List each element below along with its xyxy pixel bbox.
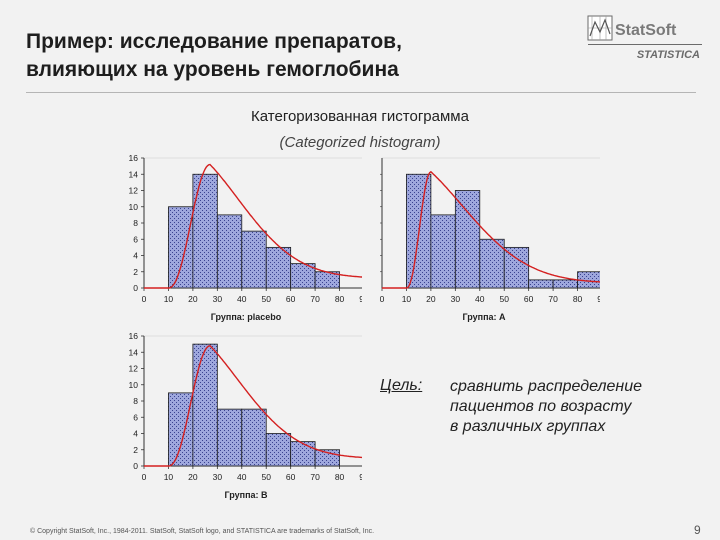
x-tick-label: 80 (335, 472, 345, 482)
y-tick-label: 2 (133, 445, 138, 455)
y-tick-label: 14 (129, 347, 139, 357)
x-tick-label: 20 (426, 294, 436, 304)
goal-text: сравнить распределение пациентов по возр… (450, 377, 710, 437)
histogram-group-a: 0 10 20 30 40 50 60 70 80 90 Группа: A (380, 157, 600, 322)
y-tick-label: 16 (129, 331, 139, 341)
histogram-bar (241, 408, 267, 467)
x-tick-label: 20 (188, 294, 198, 304)
chart-subtitle: Категоризованная гистограмма (251, 108, 469, 125)
x-tick-label: 30 (213, 472, 223, 482)
y-tick-label: 6 (133, 412, 138, 422)
page-title: Пример: исследование препаратов, влияющи… (26, 28, 546, 84)
x-tick-label: 30 (213, 294, 223, 304)
y-tick-label: 4 (133, 429, 138, 439)
x-tick-label: 90 (597, 294, 600, 304)
x-tick-label: 30 (451, 294, 461, 304)
histogram-bar (192, 343, 218, 467)
histogram-bar (290, 441, 316, 467)
page-number: 9 (694, 523, 701, 537)
y-tick-label: 0 (133, 283, 138, 293)
statsoft-logo: StatSoft STATISTICA (587, 15, 702, 61)
x-tick-label: 50 (261, 472, 271, 482)
x-tick-label: 70 (548, 294, 558, 304)
x-tick-label: 80 (573, 294, 583, 304)
x-tick-label: 40 (237, 294, 247, 304)
x-tick-label: 80 (335, 294, 345, 304)
histogram-bar (216, 408, 243, 467)
fit-curve (382, 170, 600, 289)
histogram-bar (552, 279, 578, 289)
histogram-bar (192, 173, 218, 289)
x-tick-label: 90 (359, 472, 362, 482)
x-tick-label: 10 (164, 472, 174, 482)
histogram-bar (503, 246, 530, 289)
histogram-placebo: 0 2 4 6 8 10 12 14 16 0 10 20 30 40 50 60 70 80 90 Группа: … (129, 153, 362, 322)
x-tick-label: 10 (402, 294, 412, 304)
x-tick-label: 70 (310, 294, 320, 304)
y-tick-label: 2 (133, 267, 138, 277)
y-tick-label: 0 (133, 461, 138, 471)
x-tick-label: 50 (261, 294, 271, 304)
goal-label: Цель: (380, 377, 423, 394)
group-title: Группа: A (462, 312, 506, 322)
chart-subtitle-english: (Categorized histogram) (279, 134, 441, 151)
histogram-bar (479, 238, 505, 289)
x-tick-label: 10 (164, 294, 174, 304)
group-title: Группа: placebo (211, 312, 282, 322)
x-tick-label: 0 (142, 472, 147, 482)
x-tick-label: 90 (359, 294, 362, 304)
x-tick-label: 50 (499, 294, 509, 304)
y-tick-label: 12 (129, 186, 139, 196)
title-line-2: влияющих на уровень гемоглобина (26, 58, 399, 81)
x-tick-label: 0 (380, 294, 385, 304)
fit-curve (144, 163, 362, 289)
title-line-1: Пример: исследование препаратов, (26, 30, 402, 53)
goal-line-1: сравнить распределение (450, 378, 642, 395)
y-tick-label: 12 (129, 364, 139, 374)
y-tick-label: 16 (129, 153, 139, 163)
x-tick-label: 60 (286, 472, 296, 482)
histogram-bar (241, 230, 267, 289)
y-tick-label: 10 (129, 380, 139, 390)
histogram-bar (265, 433, 292, 467)
title-divider (26, 92, 696, 93)
x-tick-label: 20 (188, 472, 198, 482)
x-tick-label: 0 (142, 294, 147, 304)
histogram-group-b: 0 2 4 6 8 10 12 14 16 0 10 20 30 40 50 60 70 80 90 Группа: … (129, 331, 362, 500)
goal-line-2: пациентов по возрасту (450, 398, 632, 415)
histogram-bar (528, 279, 554, 289)
histogram-bar (168, 206, 194, 289)
x-tick-label: 40 (475, 294, 485, 304)
y-tick-label: 6 (133, 234, 138, 244)
goal-line-3: в различных группах (450, 418, 606, 435)
y-tick-label: 10 (129, 202, 139, 212)
x-tick-label: 60 (286, 294, 296, 304)
histogram-bar (216, 214, 243, 289)
histogram-bar (454, 190, 481, 289)
y-tick-label: 4 (133, 251, 138, 261)
logo-brand: StatSoft (615, 22, 677, 39)
group-title: Группа: B (224, 490, 268, 500)
x-tick-label: 40 (237, 472, 247, 482)
histogram-bar (168, 392, 194, 467)
y-tick-label: 14 (129, 169, 139, 179)
histogram-bar (430, 214, 456, 289)
x-tick-label: 60 (524, 294, 534, 304)
copyright-footer: © Copyright StatSoft, Inc., 1984-2011. S… (30, 528, 375, 535)
histogram-bar (265, 246, 292, 289)
y-tick-label: 8 (133, 396, 138, 406)
x-tick-label: 70 (310, 472, 320, 482)
fit-curve (144, 345, 362, 467)
logo-grid-icon (587, 15, 613, 41)
logo-product: STATISTICA (637, 49, 700, 61)
y-tick-label: 8 (133, 218, 138, 228)
